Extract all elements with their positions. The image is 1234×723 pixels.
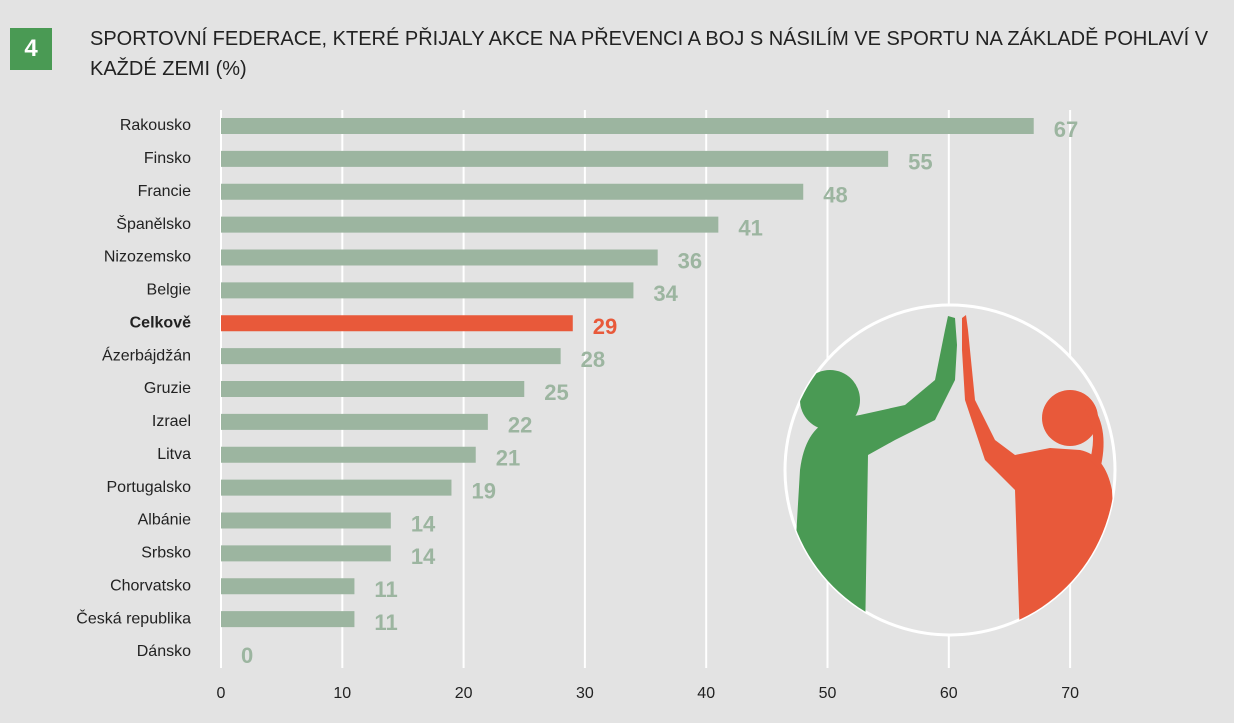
y-tick-label: Česká republika: [76, 608, 191, 627]
bar: [221, 183, 804, 200]
value-label: 11: [374, 610, 397, 635]
bar: [221, 413, 488, 430]
value-label: 0: [241, 643, 253, 668]
value-label: 14: [411, 544, 436, 569]
y-tick-label: Ázerbájdžán: [102, 345, 191, 364]
bar: [221, 282, 634, 299]
x-tick-label: 70: [1061, 685, 1079, 702]
value-label: 67: [1054, 117, 1078, 142]
y-tick-label: Dánsko: [137, 643, 191, 660]
value-label: 48: [823, 183, 847, 208]
x-tick-label: 50: [819, 685, 837, 702]
x-tick-label: 0: [217, 685, 226, 702]
value-label: 25: [544, 380, 568, 405]
value-label: 21: [496, 446, 520, 471]
y-tick-label: Belgie: [147, 282, 192, 299]
y-tick-label: Albánie: [138, 512, 191, 529]
bar: [221, 216, 719, 233]
y-tick-label: Litva: [157, 446, 191, 463]
x-tick-label: 20: [455, 685, 473, 702]
value-label: 36: [678, 248, 702, 273]
bar: [221, 479, 452, 496]
value-label: 29: [593, 314, 617, 339]
value-label: 34: [653, 281, 678, 306]
bar: [221, 249, 658, 266]
y-tick-label: Izrael: [152, 413, 191, 430]
figure-number: 4: [10, 28, 52, 70]
value-label: 19: [471, 478, 495, 503]
y-tick-label: Španělsko: [116, 214, 191, 233]
bar: [221, 578, 355, 595]
bar: [221, 118, 1034, 134]
value-label: 11: [374, 577, 397, 602]
value-label: 41: [738, 215, 762, 240]
bar: [221, 611, 355, 628]
bar: [221, 545, 391, 562]
illustration: [783, 303, 1117, 637]
value-label: 22: [508, 413, 532, 438]
y-tick-label: Nizozemsko: [104, 249, 191, 266]
value-label: 14: [411, 511, 436, 536]
x-tick-label: 40: [697, 685, 715, 702]
y-tick-label: Celkově: [130, 314, 191, 331]
x-tick-label: 10: [333, 685, 351, 702]
y-tick-label: Chorvatsko: [110, 577, 191, 594]
y-tick-label: Srbsko: [141, 545, 191, 562]
y-tick-label: Rakousko: [120, 117, 191, 134]
x-tick-label: 60: [940, 685, 958, 702]
x-tick-label: 30: [576, 685, 594, 702]
bar: [221, 348, 561, 365]
value-label: 28: [581, 347, 605, 372]
bar: [221, 512, 391, 529]
y-tick-label: Gruzie: [144, 380, 191, 397]
y-tick-label: Finsko: [144, 150, 191, 167]
y-tick-label: Portugalsko: [107, 479, 192, 496]
bar: [221, 446, 476, 463]
bar: [221, 150, 889, 167]
y-tick-label: Francie: [138, 183, 191, 200]
chart-title: SPORTOVNÍ FEDERACE, KTERÉ PŘIJALY AKCE N…: [90, 28, 1209, 80]
bar: [221, 315, 573, 332]
value-label: 55: [908, 150, 932, 175]
bar: [221, 381, 525, 397]
